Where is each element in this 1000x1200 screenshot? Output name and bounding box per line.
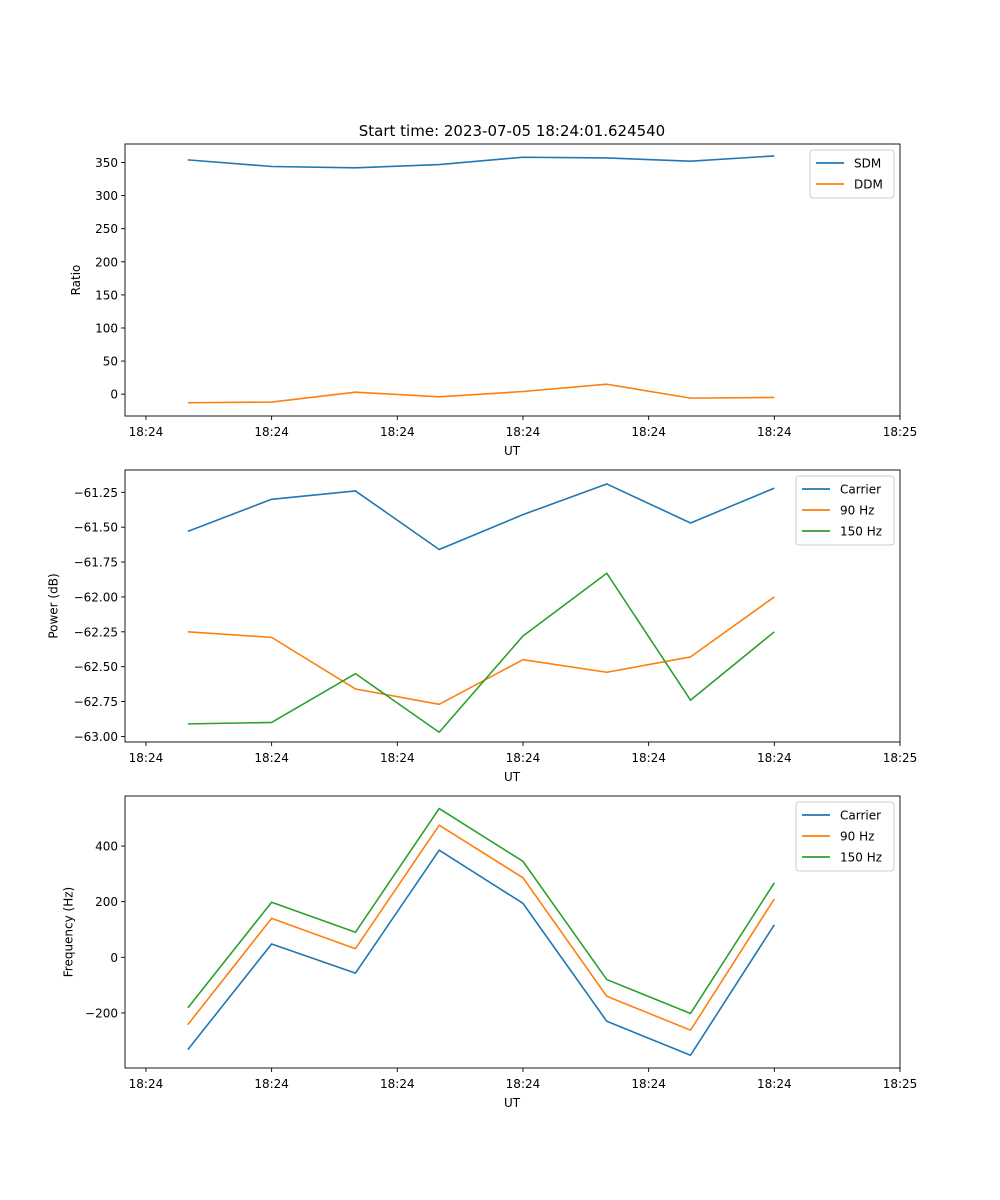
x-tick-label: 18:24 — [506, 425, 541, 439]
x-tick-label: 18:24 — [506, 751, 541, 765]
legend-box — [795, 801, 895, 872]
legend-entry: Carrier — [840, 483, 881, 497]
y-tick-label: −61.75 — [74, 556, 118, 570]
y-tick-label: 250 — [95, 222, 118, 236]
charts-container: 18:24 18:24 18:24 18:24 18:24 18:24 18:25 UT 0 50… — [46, 143, 918, 1110]
series-line-sdm — [187, 155, 775, 169]
series-line-90-hz — [187, 824, 775, 1031]
x-tick-label: 18:24 — [380, 425, 415, 439]
legend-entry: 90 Hz — [840, 830, 874, 844]
chart-panel-3: 18:24 18:24 18:24 18:24 18:24 18:24 18:25 UT −20… — [62, 795, 918, 1110]
x-tick-label: 18:24 — [631, 1077, 666, 1091]
x-tick-label: 18:24 — [380, 1077, 415, 1091]
legend: SDM DDM — [809, 149, 895, 199]
series-line-90-hz — [187, 596, 775, 706]
x-tick-label: 18:24 — [757, 425, 792, 439]
legend-entry: Carrier — [840, 809, 881, 823]
x-tick-label: 18:25 — [883, 425, 918, 439]
series-line-150-hz — [187, 807, 775, 1015]
legend-entry: 90 Hz — [840, 504, 874, 518]
y-tick-label: 0 — [110, 951, 118, 965]
chart-panel-2: 18:24 18:24 18:24 18:24 18:24 18:24 18:25 UT −61… — [46, 469, 918, 784]
y-tick-label: 100 — [95, 321, 118, 335]
x-axis-label: UT — [504, 1096, 521, 1110]
x-tick-label: 18:24 — [631, 751, 666, 765]
x-tick-label: 18:24 — [757, 751, 792, 765]
legend-entry: 150 Hz — [840, 851, 882, 865]
axes-frame — [124, 795, 901, 1069]
legend: Carrier 90 Hz 150 Hz — [795, 475, 895, 546]
series-line-carrier — [187, 483, 775, 551]
legend-box — [809, 149, 895, 199]
y-tick-label: 350 — [95, 156, 118, 170]
y-tick-label: −200 — [85, 1006, 118, 1020]
chart-panel-1: 18:24 18:24 18:24 18:24 18:24 18:24 18:25 UT 0 50… — [69, 143, 918, 458]
y-tick-label: −62.75 — [74, 695, 118, 709]
y-tick-label: −61.50 — [74, 521, 118, 535]
series-line-ddm — [187, 383, 775, 404]
y-tick-label: −62.00 — [74, 590, 118, 604]
x-tick-label: 18:24 — [380, 751, 415, 765]
y-tick-label: −62.25 — [74, 625, 118, 639]
legend-entry: SDM — [854, 157, 881, 171]
x-tick-label: 18:25 — [883, 751, 918, 765]
y-axis-label: Frequency (Hz) — [62, 887, 76, 978]
y-tick-label: 300 — [95, 189, 118, 203]
x-tick-label: 18:24 — [254, 425, 289, 439]
axes-frame — [124, 143, 901, 417]
x-tick-label: 18:25 — [883, 1077, 918, 1091]
legend-entry: 150 Hz — [840, 525, 882, 539]
axes-frame — [124, 469, 901, 743]
y-tick-label: 200 — [95, 255, 118, 269]
x-tick-label: 18:24 — [757, 1077, 792, 1091]
series-line-carrier — [187, 849, 775, 1057]
legend-entry: DDM — [854, 178, 883, 192]
y-axis-label: Power (dB) — [46, 573, 60, 638]
x-tick-label: 18:24 — [631, 425, 666, 439]
x-tick-label: 18:24 — [129, 751, 164, 765]
y-tick-label: 200 — [95, 895, 118, 909]
legend-box — [795, 475, 895, 546]
y-tick-label: −63.00 — [74, 730, 118, 744]
x-tick-label: 18:24 — [254, 751, 289, 765]
x-tick-label: 18:24 — [254, 1077, 289, 1091]
series-line-150-hz — [187, 572, 775, 734]
x-tick-label: 18:24 — [129, 425, 164, 439]
y-tick-label: −61.25 — [74, 486, 118, 500]
y-tick-label: 0 — [110, 388, 118, 402]
x-axis-label: UT — [504, 770, 521, 784]
x-tick-label: 18:24 — [129, 1077, 164, 1091]
x-axis-label: UT — [504, 444, 521, 458]
figure-title: Start time: 2023-07-05 18:24:01.624540 — [359, 122, 665, 140]
x-tick-label: 18:24 — [506, 1077, 541, 1091]
y-tick-label: 400 — [95, 840, 118, 854]
legend: Carrier 90 Hz 150 Hz — [795, 801, 895, 872]
y-tick-label: −62.50 — [74, 660, 118, 674]
y-tick-label: 150 — [95, 288, 118, 302]
y-axis-label: Ratio — [69, 265, 83, 296]
y-tick-label: 50 — [103, 355, 118, 369]
